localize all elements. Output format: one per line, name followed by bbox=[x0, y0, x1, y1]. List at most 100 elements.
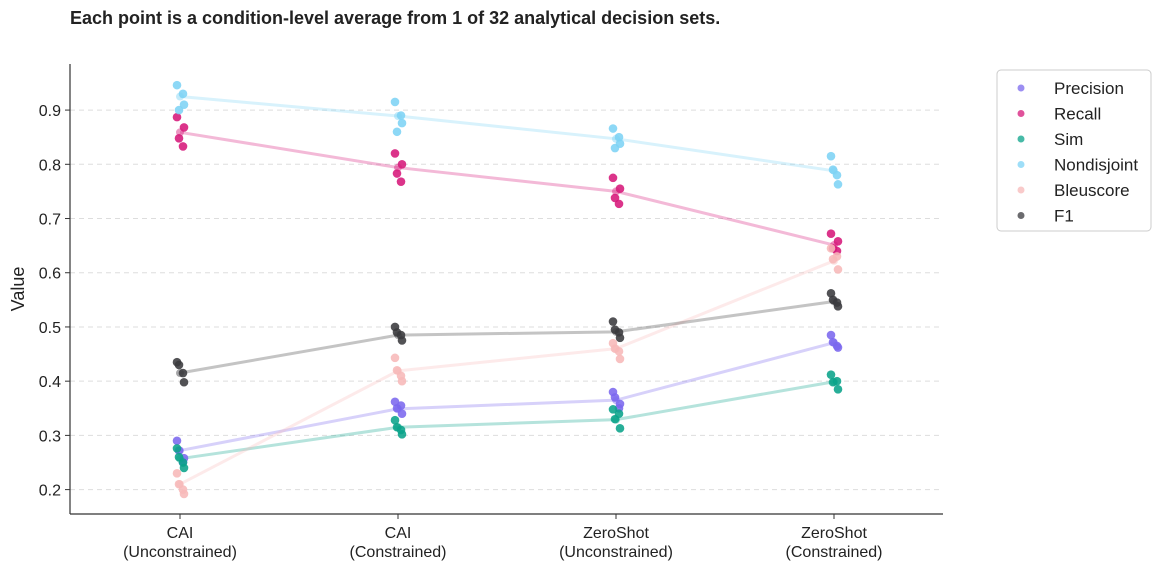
x-tick-label: (Constrained) bbox=[350, 544, 447, 561]
data-point-precision bbox=[610, 393, 620, 402]
data-point-f1 bbox=[608, 317, 618, 326]
mean-point-f1 bbox=[612, 327, 620, 336]
data-point-nondisjoint bbox=[833, 180, 843, 189]
data-point-recall bbox=[397, 160, 407, 169]
data-point-precision bbox=[172, 436, 182, 446]
data-point-recall bbox=[390, 149, 400, 158]
data-point-recall bbox=[833, 236, 843, 246]
data-point-f1 bbox=[396, 330, 406, 340]
mean-line-f1 bbox=[179, 299, 835, 375]
data-point-recall bbox=[174, 133, 184, 143]
y-tick-label: 0.8 bbox=[39, 157, 61, 174]
data-point-recall bbox=[826, 229, 836, 238]
mean-point-bleuscore bbox=[612, 344, 620, 353]
data-point-precision bbox=[397, 409, 407, 418]
mean-line-precision bbox=[179, 341, 835, 453]
mean-point-sim bbox=[394, 423, 402, 432]
data-point-nondisjoint bbox=[826, 151, 836, 161]
mean-point-f1 bbox=[176, 369, 184, 378]
mean-point-precision bbox=[612, 396, 620, 405]
mean-point-nondisjoint bbox=[612, 134, 620, 143]
data-point-sim bbox=[833, 385, 843, 394]
data-point-bleuscore bbox=[390, 353, 400, 363]
data-point-nondisjoint bbox=[172, 80, 182, 90]
mean-point-nondisjoint bbox=[394, 112, 402, 121]
data-point-nondisjoint bbox=[174, 105, 184, 115]
x-tick-labels: CAI (Unconstrained) CAI (Constrained) ZeroSh… bbox=[123, 514, 882, 561]
x-tick-label: ZeroShot bbox=[583, 525, 649, 542]
mean-point-f1 bbox=[394, 331, 402, 340]
data-point-f1 bbox=[178, 368, 188, 378]
y-axis-label: Value bbox=[8, 267, 28, 312]
axes bbox=[69, 64, 943, 515]
mean-line-bleuscore bbox=[179, 259, 835, 486]
data-point-bleuscore bbox=[172, 469, 182, 478]
data-point-nondisjoint bbox=[608, 124, 618, 133]
x-tick-label: ZeroShot bbox=[801, 525, 867, 542]
data-point-f1 bbox=[614, 328, 624, 337]
data-point-f1 bbox=[174, 360, 184, 370]
data-point-sim bbox=[826, 370, 836, 379]
y-tick-label: 0.6 bbox=[39, 266, 61, 283]
data-point-recall bbox=[396, 177, 406, 186]
data-point-sim bbox=[172, 444, 182, 453]
legend-label-bleuscore: Bleuscore bbox=[1054, 181, 1130, 200]
legend-marker-sim bbox=[1017, 135, 1025, 143]
legend-label-f1: F1 bbox=[1054, 207, 1074, 226]
data-point-nondisjoint bbox=[610, 143, 620, 153]
x-tick-label: (Unconstrained) bbox=[123, 544, 237, 561]
y-tick-labels: 0.2 0.3 0.4 0.5 0.6 0.7 0.8 0.9 bbox=[39, 103, 70, 500]
mean-line-sim bbox=[179, 380, 835, 461]
data-points bbox=[172, 80, 843, 499]
mean-point-bleuscore bbox=[176, 480, 184, 489]
mean-point-sim bbox=[176, 454, 184, 463]
legend-label-nondisjoint: Nondisjoint bbox=[1054, 156, 1138, 175]
data-point-recall bbox=[615, 184, 625, 193]
data-point-f1 bbox=[826, 289, 836, 298]
data-point-recall bbox=[392, 169, 402, 178]
data-point-nondisjoint bbox=[392, 127, 402, 137]
legend-label-recall: Recall bbox=[1054, 105, 1101, 124]
data-point-nondisjoint bbox=[178, 89, 188, 99]
data-point-bleuscore bbox=[614, 347, 624, 356]
legend-label-precision: Precision bbox=[1054, 79, 1124, 98]
data-point-recall bbox=[608, 173, 618, 183]
legend-box bbox=[996, 69, 1152, 232]
legend-marker-precision bbox=[1017, 84, 1025, 92]
y-tick-label: 0.4 bbox=[39, 374, 61, 391]
data-point-bleuscore bbox=[833, 265, 843, 274]
mean-point-precision bbox=[830, 338, 838, 347]
data-point-nondisjoint bbox=[396, 111, 406, 120]
y-tick-label: 0.5 bbox=[39, 320, 61, 337]
x-tick-label: (Unconstrained) bbox=[559, 544, 673, 561]
data-point-nondisjoint bbox=[179, 100, 189, 109]
mean-point-bleuscore bbox=[830, 256, 838, 265]
legend-label-sim: Sim bbox=[1054, 130, 1083, 149]
data-point-recall bbox=[179, 123, 189, 132]
data-point-precision bbox=[832, 341, 842, 351]
data-point-sim bbox=[614, 409, 624, 418]
mean-point-recall bbox=[394, 163, 402, 172]
mean-point-recall bbox=[176, 128, 184, 137]
mean-point-sim bbox=[830, 377, 838, 386]
x-tick-label: CAI bbox=[167, 525, 194, 542]
mean-point-bleuscore bbox=[394, 366, 402, 375]
data-point-nondisjoint bbox=[832, 170, 842, 180]
data-point-bleuscore bbox=[615, 354, 625, 364]
data-point-sim bbox=[608, 405, 618, 414]
data-point-f1 bbox=[832, 298, 842, 307]
data-point-recall bbox=[178, 142, 188, 151]
y-tick-label: 0.7 bbox=[39, 212, 61, 229]
data-point-nondisjoint bbox=[390, 97, 400, 107]
mean-point-nondisjoint bbox=[176, 92, 184, 101]
data-point-bleuscore bbox=[396, 371, 406, 381]
legend-marker-f1 bbox=[1017, 212, 1025, 219]
chart-title: Each point is a condition-level average … bbox=[70, 8, 721, 28]
mean-line-recall bbox=[179, 130, 835, 247]
data-point-precision bbox=[826, 330, 836, 340]
legend-marker-nondisjoint bbox=[1017, 161, 1025, 168]
x-tick-label: (Constrained) bbox=[786, 544, 883, 561]
mean-point-recall bbox=[612, 187, 620, 196]
mean-line-nondisjoint bbox=[179, 95, 835, 173]
